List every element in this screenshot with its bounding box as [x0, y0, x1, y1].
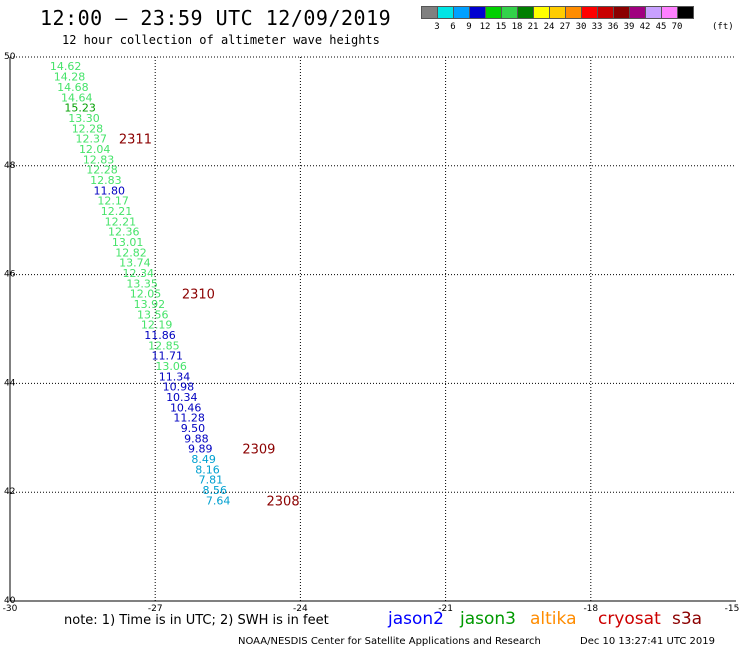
y-tick-label: 40 [4, 596, 16, 606]
legend-item-s3a: s3a [672, 609, 703, 629]
wave-height-label: 9.88 [184, 432, 209, 445]
scale-label: 33 [591, 22, 603, 32]
scale-label: 39 [623, 22, 635, 32]
pass-number-label: 2311 [119, 133, 152, 148]
pass-number-label: 2309 [242, 443, 275, 458]
scale-label: 6 [450, 22, 456, 32]
y-tick-label: 44 [4, 378, 16, 388]
scale-label: 36 [607, 22, 619, 32]
scale-swatch [677, 6, 694, 19]
wave-height-label: 13.06 [155, 360, 187, 373]
wave-height-label: 11.71 [152, 350, 184, 363]
wave-height-label: 12.17 [97, 195, 129, 208]
map-title: 12:00 – 23:59 UTC 12/09/2019 [40, 6, 392, 30]
wave-height-label: 13.92 [134, 298, 166, 311]
scale-label: 45 [655, 22, 667, 32]
x-tick-label: -15 [725, 604, 740, 614]
x-tick-label: -18 [583, 604, 598, 614]
legend-item-jason3: jason3 [460, 609, 516, 629]
scale-label: 24 [543, 22, 555, 32]
wave-height-label: 11.28 [173, 412, 205, 425]
wave-height-label: 9.89 [188, 443, 213, 456]
wave-height-label: 12.36 [108, 226, 140, 239]
wave-height-label: 13.56 [137, 308, 169, 321]
wave-height-label: 12.21 [101, 205, 133, 218]
credit-line: NOAA/NESDIS Center for Satellite Applica… [238, 636, 541, 647]
wave-height-label: 7.81 [199, 474, 224, 487]
wave-height-label: 12.82 [115, 246, 147, 259]
pass-number-label: 2308 [267, 494, 300, 509]
color-scale-bar [421, 6, 694, 19]
wave-height-label: 12.83 [83, 153, 115, 166]
legend-item-altika: altika [530, 609, 577, 629]
scale-label: 18 [511, 22, 523, 32]
wave-height-label: 8.49 [191, 453, 216, 466]
x-tick-label: -21 [438, 604, 453, 614]
wave-height-label: 12.28 [72, 122, 104, 135]
wave-height-label: 13.35 [126, 277, 158, 290]
scale-label: 3 [434, 22, 440, 32]
x-tick-label: -30 [3, 604, 18, 614]
legend-item-cryosat: cryosat [598, 609, 661, 629]
legend-item-jason2: jason2 [388, 609, 444, 629]
scale-unit-label: (ft) [712, 22, 734, 32]
wave-height-label: 10.98 [163, 381, 195, 394]
wave-height-label: 10.46 [170, 401, 202, 414]
pass-number-label: 2310 [182, 288, 215, 303]
wave-height-label: 12.83 [90, 174, 122, 187]
wave-height-label: 14.62 [50, 60, 82, 73]
wave-height-label: 11.34 [159, 370, 191, 383]
scale-label: 70 [671, 22, 683, 32]
wave-height-label: 12.28 [86, 164, 118, 177]
wave-height-label: 11.80 [93, 184, 125, 197]
y-tick-label: 42 [4, 487, 15, 497]
wave-height-label: 14.28 [54, 71, 86, 84]
wave-height-label: 15.23 [64, 102, 96, 115]
wave-height-label: 12.34 [123, 267, 155, 280]
scale-label: 42 [639, 22, 651, 32]
scale-label: 27 [559, 22, 571, 32]
y-tick-label: 46 [4, 270, 16, 280]
wave-height-label: 9.50 [181, 422, 206, 435]
scale-label: 21 [527, 22, 539, 32]
wave-height-label: 7.64 [206, 494, 231, 507]
scale-label: 30 [575, 22, 587, 32]
x-tick-label: -24 [293, 604, 308, 614]
footnote: note: 1) Time is in UTC; 2) SWH is in fe… [64, 613, 329, 628]
y-tick-label: 48 [4, 161, 16, 171]
wave-height-label: 10.34 [166, 391, 198, 404]
wave-height-label: 13.74 [119, 257, 151, 270]
wave-height-label: 12.04 [79, 143, 111, 156]
map-subtitle: 12 hour collection of altimeter wave hei… [62, 33, 380, 47]
scale-label: 15 [495, 22, 507, 32]
wave-height-label: 12.19 [141, 319, 173, 332]
generated-timestamp: Dec 10 13:27:41 UTC 2019 [580, 636, 715, 647]
y-tick-label: 50 [4, 52, 16, 62]
wave-height-label: 14.68 [57, 81, 89, 94]
x-tick-label: -27 [148, 604, 163, 614]
wave-height-label: 12.05 [130, 288, 162, 301]
scale-label: 12 [479, 22, 491, 32]
wave-height-label: 12.85 [148, 339, 180, 352]
wave-height-label: 12.21 [105, 215, 137, 228]
wave-height-label: 12.37 [76, 133, 108, 146]
wave-height-label: 8.16 [195, 463, 220, 476]
wave-height-label: 13.01 [112, 236, 144, 249]
wave-height-label: 8.56 [202, 484, 227, 497]
wave-height-label: 14.64 [61, 91, 93, 104]
scale-label: 9 [466, 22, 472, 32]
wave-height-label: 11.86 [144, 329, 176, 342]
wave-height-label: 13.30 [68, 112, 100, 125]
